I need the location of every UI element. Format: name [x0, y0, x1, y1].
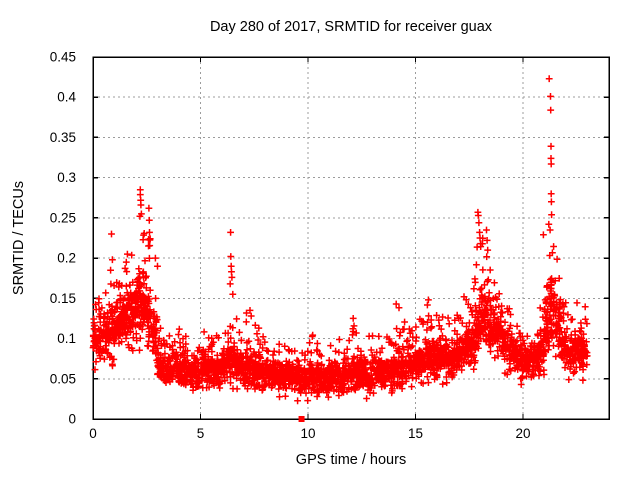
y-tick-label: 0.1 — [57, 331, 76, 346]
data-points — [89, 75, 591, 405]
y-tick-label: 0.35 — [50, 130, 76, 145]
y-tick-label: 0.3 — [57, 170, 76, 185]
zero-value-marker — [298, 416, 305, 422]
chart-title: Day 280 of 2017, SRMTID for receiver gua… — [210, 19, 493, 35]
y-tick-label: 0.15 — [50, 291, 76, 306]
x-axis-label: GPS time / hours — [296, 452, 406, 468]
tick-labels: 0 5 10 15 20 0 0.05 0.1 0.15 0.2 0.25 0.3 0.35 0.4 0.4… — [50, 50, 531, 442]
x-tick-label: 5 — [197, 426, 205, 441]
y-tick-label: 0.05 — [50, 371, 76, 386]
y-tick-label: 0.45 — [50, 50, 76, 65]
plot-border — [92, 56, 610, 420]
y-tick-label: 0 — [68, 412, 76, 427]
y-tick-label: 0.4 — [57, 90, 76, 105]
x-tick-label: 0 — [89, 426, 97, 441]
x-tick-label: 15 — [408, 426, 423, 441]
x-tick-label: 20 — [515, 426, 530, 441]
y-tick-label: 0.2 — [57, 251, 76, 266]
y-tick-label: 0.25 — [50, 210, 76, 225]
x-tick-label: 10 — [300, 426, 315, 441]
y-axis-label: SRMTID / TECUs — [11, 181, 27, 295]
